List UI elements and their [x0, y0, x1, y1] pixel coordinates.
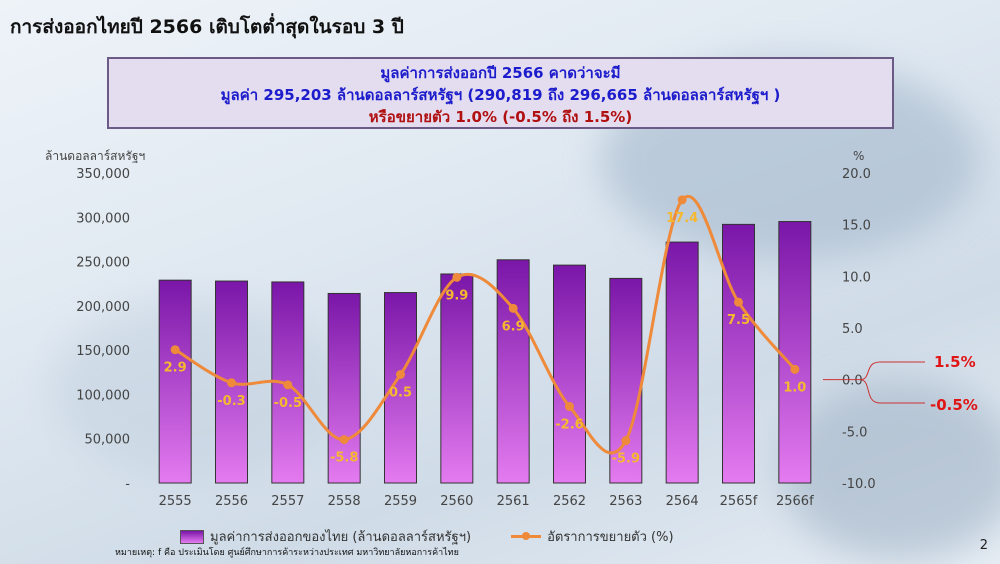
- y-left-tick-label: 250,000: [76, 256, 130, 271]
- growth-data-label: -5.9: [612, 452, 640, 467]
- chart-legend: มูลค่าการส่งออกของไทย (ล้านดอลลาร์สหรัฐฯ…: [180, 526, 674, 547]
- y-left-tick-label: 300,000: [76, 211, 130, 226]
- bar-2555: [158, 279, 192, 484]
- y-left-tick-label: 350,000: [76, 167, 130, 182]
- bar-2562: [553, 264, 586, 484]
- range-high-label: 1.5%: [934, 353, 976, 371]
- legend-label-growth-rate: อัตราการขยายตัว (%): [547, 530, 674, 545]
- growth-point-2555: [170, 345, 180, 355]
- growth-data-label: 7.5: [727, 313, 750, 328]
- legend-line-swatch: [511, 532, 542, 540]
- summary-line-1: มูลค่าการส่งออกปี 2566 คาดว่าจะมี: [380, 64, 621, 82]
- y-left-tick-label: 150,000: [76, 344, 130, 359]
- growth-point-2556: [227, 378, 236, 388]
- y-left-tick-label: -: [125, 477, 130, 492]
- summary-box: มูลค่าการส่งออกปี 2566 คาดว่าจะมี มูลค่า…: [107, 57, 894, 129]
- growth-point-2561: [508, 303, 518, 313]
- growth-point-2563: [621, 436, 631, 446]
- y-right-tick-label: 5.0: [842, 322, 863, 337]
- x-tick-label: 2563: [609, 494, 642, 509]
- growth-point-2557: [283, 380, 293, 390]
- growth-data-label: -0.5: [274, 396, 302, 411]
- growth-data-label: -0.3: [217, 394, 245, 409]
- growth-data-label: 1.0: [783, 380, 806, 395]
- y-right-tick-label: -10.0: [842, 477, 876, 492]
- growth-rate-line: [174, 195, 796, 455]
- page-number: 2: [979, 538, 988, 553]
- x-tick-label: 2556: [215, 494, 248, 509]
- bar-2565f: [722, 223, 755, 484]
- bar-2560: [440, 273, 474, 484]
- x-tick-label: 2557: [271, 494, 304, 509]
- legend-label-export-value: มูลค่าการส่งออกของไทย (ล้านดอลลาร์สหรัฐฯ…: [210, 530, 472, 545]
- bar-2566f: [778, 221, 812, 484]
- growth-data-label: 0.5: [389, 386, 412, 401]
- growth-point-2564: [677, 195, 687, 205]
- summary-line-2: มูลค่า 295,203 ล้านดอลลาร์สหรัฐฯ (290,81…: [220, 86, 781, 104]
- y-right-tick-label: 20.0: [842, 167, 871, 182]
- x-tick-label: 2566f: [776, 494, 814, 509]
- bar-2564: [665, 241, 699, 484]
- legend-item-export-value: มูลค่าการส่งออกของไทย (ล้านดอลลาร์สหรัฐฯ…: [180, 526, 471, 547]
- x-tick-label: 2560: [440, 494, 473, 509]
- growth-point-2565f: [734, 297, 743, 307]
- y-right-tick-label: 10.0: [842, 270, 871, 285]
- growth-data-label: -2.6: [555, 418, 583, 433]
- growth-data-label: 6.9: [502, 319, 525, 334]
- y-right-tick-label: 15.0: [842, 219, 871, 234]
- range-bracket-high: [859, 361, 925, 381]
- growth-point-2559: [396, 370, 405, 379]
- growth-data-label: 17.4: [666, 211, 698, 226]
- x-tick-label: 2565f: [720, 494, 758, 509]
- range-low-label: -0.5%: [930, 396, 978, 414]
- y-right-tick-label: -5.0: [842, 425, 867, 440]
- summary-line-3: หรือขยายตัว 1.0% (-0.5% ถึง 1.5%): [368, 108, 633, 126]
- footnote: หมายเหตุ: f คือ ประเมินโดย ศูนย์ศึกษาการ…: [115, 548, 459, 558]
- page-title: การส่งออกไทยปี 2566 เติบโตต่ำสุดในรอบ 3 …: [10, 16, 404, 38]
- y-left-tick-label: 200,000: [76, 300, 130, 315]
- x-tick-label: 2561: [497, 494, 530, 509]
- x-tick-label: 2562: [553, 494, 586, 509]
- growth-data-label: -5.8: [330, 451, 358, 466]
- range-bracket-low: [859, 379, 925, 404]
- y-right-axis-label: %: [853, 149, 864, 163]
- x-tick-label: 2564: [666, 494, 699, 509]
- legend-item-growth-rate: อัตราการขยายตัว (%): [511, 526, 674, 547]
- growth-point-2562: [565, 402, 574, 412]
- y-left-tick-label: 50,000: [85, 433, 131, 448]
- x-tick-label: 2555: [159, 494, 192, 509]
- legend-bar-swatch: [180, 529, 204, 544]
- x-tick-label: 2559: [384, 494, 417, 509]
- y-left-tick-label: 100,000: [76, 388, 130, 403]
- growth-data-label: 9.9: [445, 288, 468, 303]
- y-right-tick-label: 0.0: [842, 374, 863, 389]
- growth-point-2560: [452, 272, 462, 282]
- x-tick-label: 2558: [328, 494, 361, 509]
- growth-data-label: 2.9: [164, 361, 187, 376]
- growth-point-2566f: [790, 364, 800, 374]
- growth-point-2558: [339, 435, 349, 445]
- y-left-axis-label: ล้านดอลลาร์สหรัฐฯ: [45, 149, 145, 163]
- background-decoration: [780, 380, 1000, 560]
- bar-2558: [327, 292, 361, 484]
- bar-2561: [496, 259, 530, 484]
- bar-2559: [384, 292, 417, 484]
